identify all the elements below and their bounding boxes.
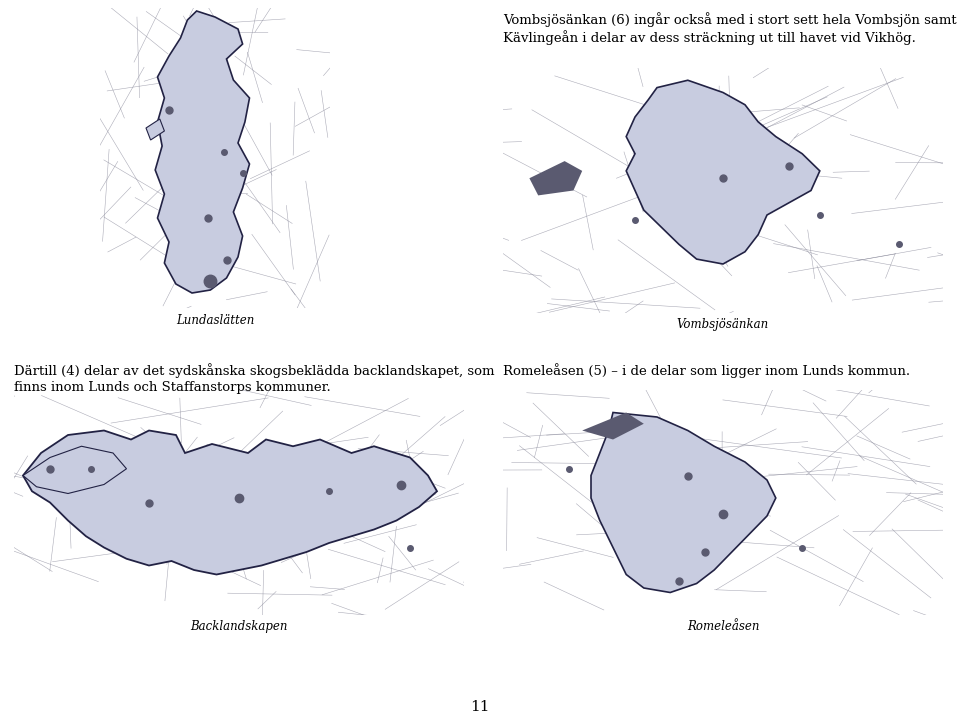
Text: Romeleåsen: Romeleåsen bbox=[686, 620, 759, 633]
Polygon shape bbox=[626, 81, 820, 264]
Text: Vombsjösänkan (6) ingår också med i stort sett hela Vombsjön samt: Vombsjösänkan (6) ingår också med i stor… bbox=[503, 12, 956, 27]
Polygon shape bbox=[582, 413, 644, 439]
Text: Kävlingeån i delar av dess sträckning ut till havet vid Vikhög.: Kävlingeån i delar av dess sträckning ut… bbox=[503, 30, 916, 45]
Polygon shape bbox=[23, 431, 437, 574]
Text: Lundaslätten: Lundaslätten bbox=[176, 314, 254, 327]
Polygon shape bbox=[146, 119, 164, 140]
Text: Vombsjösänkan: Vombsjösänkan bbox=[677, 318, 769, 331]
Polygon shape bbox=[156, 11, 250, 293]
Text: Backlandskapen: Backlandskapen bbox=[190, 620, 288, 633]
Text: Romeleåsen (5) – i de delar som ligger inom Lunds kommun.: Romeleåsen (5) – i de delar som ligger i… bbox=[503, 363, 910, 378]
Text: 11: 11 bbox=[470, 700, 490, 714]
Text: finns inom Lunds och Staffanstorps kommuner.: finns inom Lunds och Staffanstorps kommu… bbox=[14, 381, 331, 394]
Polygon shape bbox=[23, 446, 127, 493]
Polygon shape bbox=[591, 413, 776, 592]
Text: Därtill (4) delar av det sydskånska skogsbeklädda backlandskapet, som: Därtill (4) delar av det sydskånska skog… bbox=[14, 363, 494, 378]
Polygon shape bbox=[529, 161, 582, 196]
